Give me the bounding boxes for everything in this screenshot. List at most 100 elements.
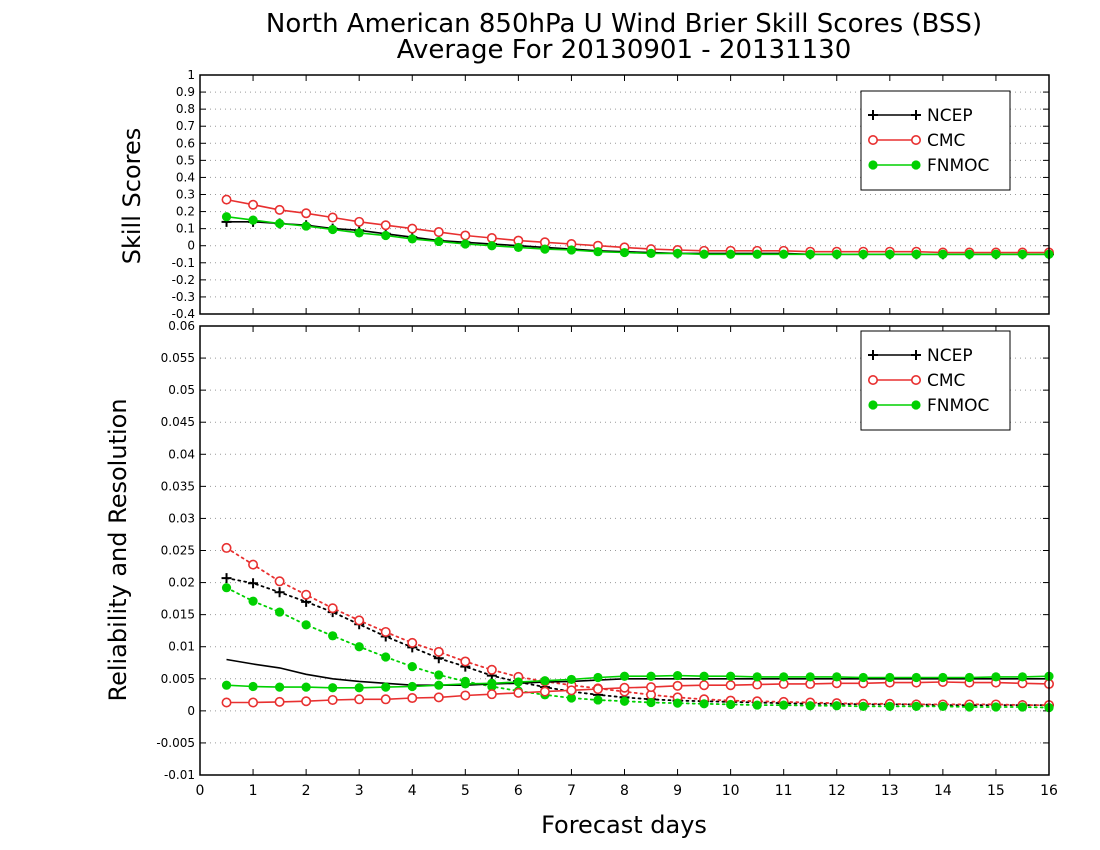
y-tick-label-top: 1	[187, 68, 195, 82]
x-tick-label: 16	[1040, 783, 1058, 799]
y-tick-label-top: 0.4	[176, 170, 195, 184]
point-fnmoc	[407, 234, 417, 244]
point-fnmoc	[381, 230, 391, 241]
y-tick-label-bottom: 0.055	[161, 351, 195, 365]
series-line-ncep	[226, 658, 1049, 687]
point-cmc	[221, 194, 232, 205]
point-fnmoc	[354, 642, 364, 652]
y-tick-label-bottom: 0.045	[161, 415, 195, 429]
series-cmc-solid-top	[221, 194, 1055, 258]
point-fnmoc	[726, 249, 736, 259]
point-ncep	[274, 587, 285, 598]
point-fnmoc	[301, 620, 311, 630]
point-fnmoc	[619, 671, 630, 681]
x-tick-label: 0	[196, 783, 205, 799]
point-cmc	[407, 637, 418, 648]
series-line-ncep	[226, 221, 1049, 256]
point-fnmoc	[964, 702, 975, 712]
x-tick-label: 5	[461, 783, 470, 799]
point-fnmoc	[991, 672, 1001, 682]
point-fnmoc	[858, 249, 868, 259]
point-cmc	[646, 682, 657, 693]
point-fnmoc	[672, 248, 683, 258]
point-fnmoc	[726, 699, 736, 710]
point-fnmoc	[699, 699, 709, 709]
point-fnmoc	[699, 249, 709, 259]
y-axis-title-bottom: Reliability and Resolution	[104, 398, 132, 701]
y-tick-label-bottom: 0.03	[168, 511, 195, 525]
point-cmc	[433, 646, 444, 657]
point-fnmoc	[832, 701, 842, 711]
series-ncep-solid-bottom	[226, 658, 1049, 687]
point-cmc	[221, 697, 232, 708]
point-cmc	[248, 559, 259, 570]
point-cmc	[248, 697, 259, 708]
point-cmc	[460, 230, 471, 241]
series-line-cmc	[226, 681, 1050, 704]
y-tick-label-bottom: 0.04	[168, 447, 195, 461]
series-line-fnmoc	[225, 586, 1050, 709]
point-fnmoc	[301, 682, 311, 692]
point-fnmoc	[885, 701, 895, 711]
point-fnmoc	[301, 221, 311, 231]
point-cmc	[566, 685, 577, 696]
point-ncep	[221, 573, 232, 584]
point-fnmoc	[832, 249, 842, 259]
point-fnmoc	[646, 671, 656, 681]
point-fnmoc	[540, 244, 550, 254]
series-cmc-solid-bottom	[221, 676, 1055, 708]
point-fnmoc	[434, 680, 444, 690]
point-fnmoc	[805, 249, 815, 259]
point-fnmoc	[513, 677, 523, 687]
point-fnmoc	[619, 696, 630, 706]
point-cmc	[513, 687, 524, 698]
y-tick-label-bottom: 0	[187, 704, 195, 718]
point-fnmoc	[513, 242, 523, 253]
series-fnmoc-solid-top	[221, 212, 1054, 259]
point-cmc	[380, 694, 391, 705]
x-tick-label: 11	[775, 783, 793, 799]
y-tick-label-top: -0.2	[172, 273, 195, 287]
y-tick-label-top: -0.1	[172, 256, 195, 270]
point-cmc	[327, 212, 338, 223]
legend-label-cmc: CMC	[927, 371, 965, 391]
x-tick-label: 10	[722, 783, 740, 799]
x-tick-label: 6	[514, 783, 523, 799]
legend-label-fnmoc: FNMOC	[927, 396, 989, 416]
point-fnmoc	[221, 680, 232, 690]
y-tick-label-bottom: 0.01	[168, 640, 195, 654]
point-cmc	[407, 223, 418, 234]
legend-marker-ncep	[911, 110, 921, 120]
x-tick-label: 12	[828, 783, 846, 799]
y-tick-label-bottom: 0.015	[161, 608, 195, 622]
point-fnmoc	[328, 683, 338, 693]
point-fnmoc	[699, 671, 709, 681]
point-cmc	[301, 696, 312, 707]
x-axis-title: Forecast days	[541, 811, 707, 839]
point-fnmoc	[1017, 672, 1028, 682]
point-fnmoc	[752, 249, 762, 259]
legend-label-ncep: NCEP	[927, 106, 973, 126]
point-cmc	[752, 679, 763, 690]
point-fnmoc	[726, 671, 736, 681]
y-tick-label-bottom: 0.005	[161, 672, 195, 686]
point-cmc	[486, 689, 497, 700]
point-cmc	[248, 199, 259, 210]
point-fnmoc	[407, 681, 417, 692]
y-tick-label-top: 0.6	[176, 136, 195, 150]
point-fnmoc	[911, 249, 921, 259]
point-cmc	[327, 603, 338, 614]
point-cmc	[592, 684, 603, 695]
series-line-cmc	[226, 198, 1049, 254]
point-fnmoc	[938, 701, 948, 711]
panel-reliability-resolution: -0.01 -0.005 0 0.005 0.01 0.015 0.02 0.025 0.03 0…	[156, 319, 1058, 799]
point-cmc	[486, 664, 497, 675]
point-fnmoc	[938, 672, 948, 683]
point-cmc	[407, 693, 418, 704]
point-fnmoc	[911, 672, 921, 683]
legend-top: NCEP CMC FNMOC	[860, 90, 1011, 191]
point-cmc	[433, 227, 444, 238]
point-fnmoc	[221, 583, 232, 593]
y-tick-label-top: 0	[187, 239, 195, 253]
point-fnmoc	[858, 672, 868, 683]
